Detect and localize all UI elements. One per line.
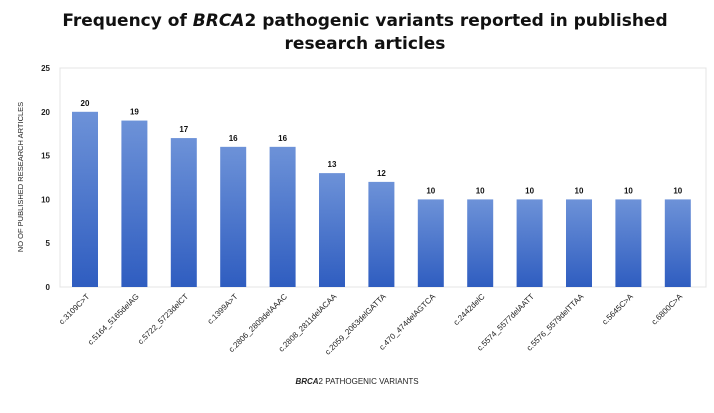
data-label: 10 — [476, 186, 485, 195]
data-label: 10 — [624, 186, 633, 195]
data-label: 10 — [673, 186, 682, 195]
y-tick-label: 20 — [41, 108, 50, 117]
data-label: 10 — [525, 186, 534, 195]
y-tick-label: 10 — [41, 195, 50, 204]
bar — [417, 199, 444, 287]
data-label: 17 — [179, 125, 188, 134]
data-label: 10 — [575, 186, 584, 195]
data-label: 13 — [328, 160, 337, 169]
data-label: 19 — [130, 108, 139, 117]
bar — [615, 199, 642, 287]
x-tick-label: c.1399A>T — [206, 292, 240, 326]
bar — [319, 173, 345, 287]
bar — [664, 199, 691, 287]
bar — [467, 199, 494, 287]
bar — [566, 199, 592, 287]
y-tick-label: 5 — [46, 239, 51, 248]
x-axis-label-italic: BRCA — [295, 377, 319, 386]
bar — [72, 111, 98, 287]
bar — [368, 181, 395, 287]
data-label: 20 — [81, 99, 90, 108]
title-italic-text: BRCA — [192, 11, 245, 31]
x-tick-label: c.3109C>T — [57, 292, 91, 326]
x-tick-label: c.2442delC — [452, 292, 487, 327]
bar — [220, 146, 247, 287]
title-text: Frequency of — [62, 11, 193, 31]
title-text-suffix: 2 pathogenic variants reported in publis… — [244, 11, 668, 54]
y-tick-label: 0 — [46, 283, 51, 292]
y-axis-label: NO OF PUBLISHED RESEARCH ARTICLES — [16, 102, 25, 252]
x-tick-label: c.6800C>A — [650, 292, 685, 327]
x-tick-label: c.470_474delAGTCA — [377, 292, 437, 352]
data-label: 16 — [229, 134, 238, 143]
data-label: 10 — [426, 186, 435, 195]
chart-title: Frequency of BRCA2 pathogenic variants r… — [60, 10, 670, 56]
bar — [516, 199, 543, 287]
x-axis-label-text: 2 PATHOGENIC VARIANTS — [318, 377, 419, 386]
bar — [170, 138, 197, 287]
bar — [121, 120, 148, 287]
data-label: 12 — [377, 169, 386, 178]
x-tick-label: c.5645C>A — [600, 292, 635, 327]
data-label: 16 — [278, 134, 287, 143]
x-tick-label: c.5164_5165delAG — [86, 292, 141, 347]
x-axis-label: BRCA2 PATHOGENIC VARIANTS — [0, 377, 714, 386]
bar — [269, 146, 296, 287]
y-tick-label: 15 — [41, 152, 50, 161]
x-tick-label: c.5722_5723delCT — [136, 292, 190, 346]
x-tick-label: c.5576_5579delTTAA — [525, 292, 586, 353]
y-tick-label: 25 — [41, 64, 50, 73]
